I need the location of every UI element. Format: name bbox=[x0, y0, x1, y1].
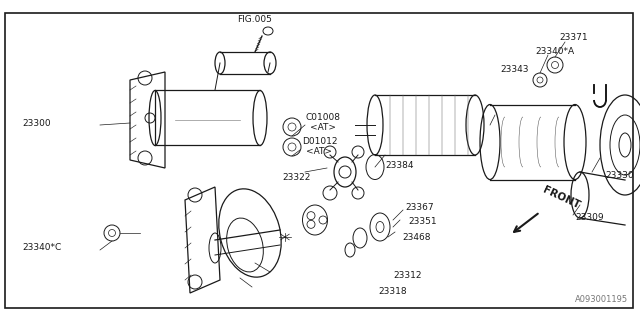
Text: <AT>: <AT> bbox=[306, 148, 332, 156]
Text: D01012: D01012 bbox=[302, 138, 337, 147]
Text: 23343: 23343 bbox=[500, 66, 529, 75]
Text: 23468: 23468 bbox=[402, 233, 431, 242]
Text: FRONT: FRONT bbox=[541, 185, 581, 211]
Text: 23309: 23309 bbox=[575, 213, 604, 222]
Text: 23371: 23371 bbox=[559, 34, 588, 43]
Text: C01008: C01008 bbox=[306, 114, 341, 123]
Text: 23340*C: 23340*C bbox=[22, 243, 61, 252]
Text: 23300: 23300 bbox=[22, 119, 51, 129]
Text: 23330: 23330 bbox=[605, 171, 634, 180]
Text: 23384: 23384 bbox=[385, 161, 413, 170]
Text: 23318: 23318 bbox=[378, 287, 406, 297]
Text: 23367: 23367 bbox=[405, 204, 434, 212]
Text: A093001195: A093001195 bbox=[575, 295, 628, 304]
Text: 23351: 23351 bbox=[408, 218, 436, 227]
Text: 23312: 23312 bbox=[393, 270, 422, 279]
Text: 23340*A: 23340*A bbox=[535, 47, 574, 57]
Text: FIG.005: FIG.005 bbox=[237, 15, 272, 25]
Text: <AT>: <AT> bbox=[310, 124, 336, 132]
Text: 23322: 23322 bbox=[282, 173, 310, 182]
